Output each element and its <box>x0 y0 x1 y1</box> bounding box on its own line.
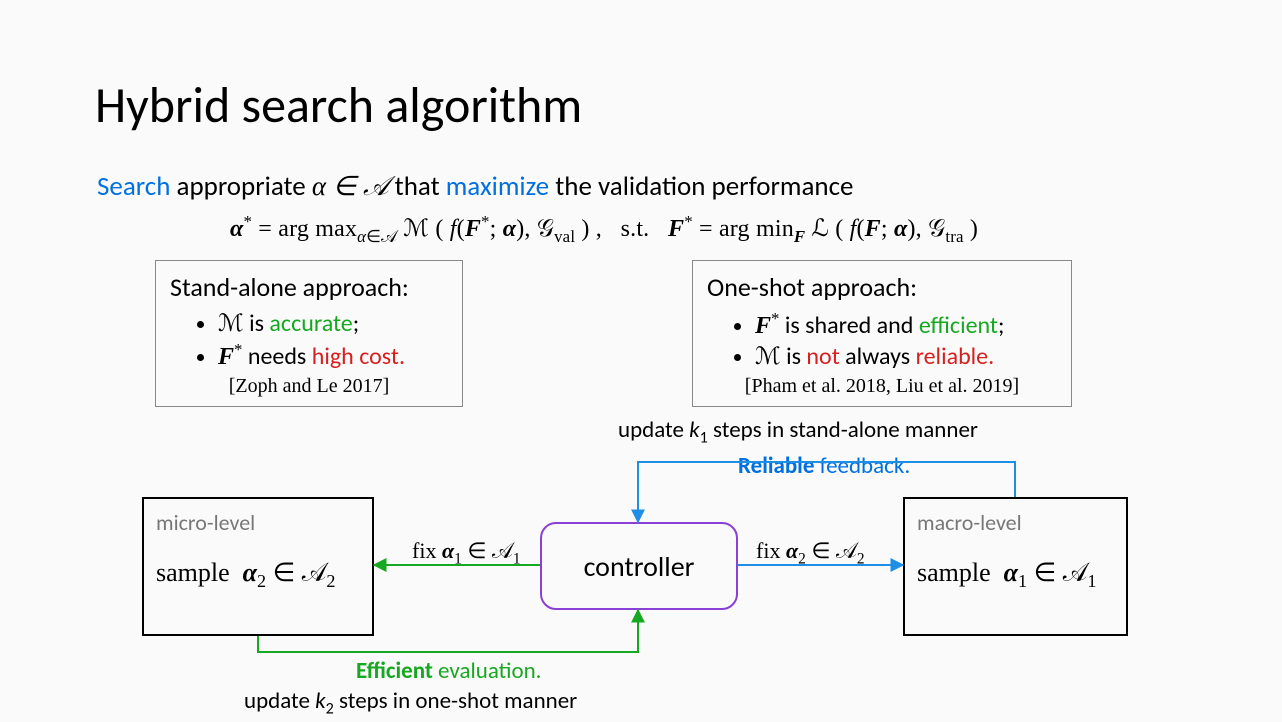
standalone-citation: [Zoph and Le 2017] <box>170 375 448 398</box>
micro-level-label: micro-level <box>156 509 360 536</box>
update-bottom-label: update k2 steps in one-shot manner <box>244 687 577 719</box>
equation: α* = arg maxα∈𝒜 ℳ ( f(F*; α), 𝒢val ) , s… <box>230 212 978 247</box>
fix-right-label: fix α2 ∈ 𝒜2 <box>756 538 865 568</box>
controller-label: controller <box>584 549 695 584</box>
micro-sample-text: sample α2 ∈ 𝒜2 <box>156 558 360 592</box>
micro-level-box: micro-level sample α2 ∈ 𝒜2 <box>142 497 374 636</box>
reliable-feedback-label: Reliable feedback. <box>738 452 910 480</box>
bullet-item: F* is shared and efficient; <box>755 309 1057 340</box>
slide-title: Hybrid search algorithm <box>95 75 582 136</box>
update-top-label: update k1 steps in stand-alone manner <box>618 416 978 448</box>
macro-sample-text: sample α1 ∈ 𝒜1 <box>917 558 1114 592</box>
standalone-bullets: ℳ is accurate;F* needs high cost. <box>218 309 448 371</box>
macro-level-box: macro-level sample α1 ∈ 𝒜1 <box>903 497 1128 636</box>
oneshot-bullets: F* is shared and efficient;ℳ is not alwa… <box>755 309 1057 371</box>
standalone-title: Stand-alone approach: <box>170 271 448 303</box>
controller-node: controller <box>540 522 738 610</box>
slide-subtitle: Search appropriate α ∈ 𝒜 that maximize t… <box>97 170 853 203</box>
oneshot-title: One-shot approach: <box>707 271 1057 303</box>
efficient-evaluation-label: Efficient evaluation. <box>356 657 541 685</box>
macro-level-label: macro-level <box>917 509 1114 536</box>
bullet-item: ℳ is accurate; <box>218 309 448 338</box>
oneshot-citation: [Pham et al. 2018, Liu et al. 2019] <box>707 375 1057 398</box>
bullet-item: ℳ is not always reliable. <box>755 342 1057 371</box>
oneshot-approach-box: One-shot approach: F* is shared and effi… <box>692 260 1072 407</box>
fix-left-label: fix α1 ∈ 𝒜1 <box>412 538 521 568</box>
standalone-approach-box: Stand-alone approach: ℳ is accurate;F* n… <box>155 260 463 407</box>
bullet-item: F* needs high cost. <box>218 340 448 371</box>
